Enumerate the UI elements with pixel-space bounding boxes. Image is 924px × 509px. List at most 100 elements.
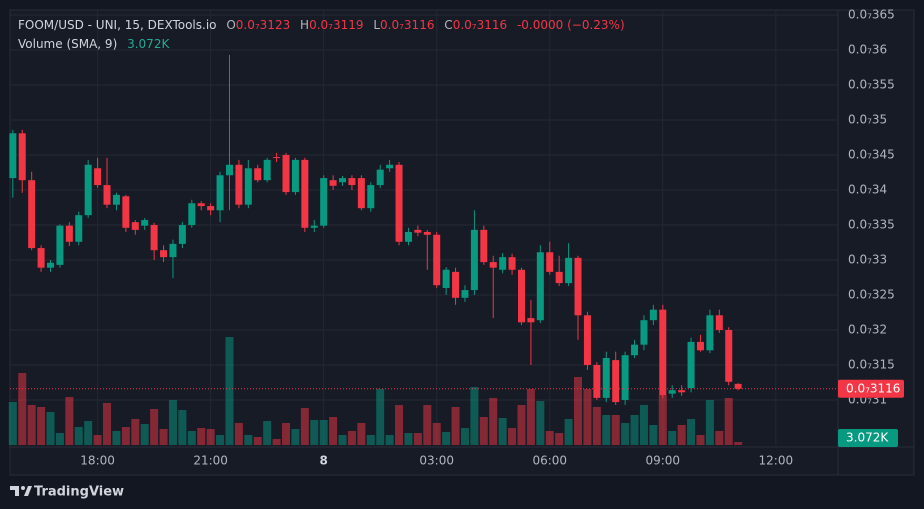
- volume-bar: [291, 429, 300, 445]
- candle-body: [235, 164, 243, 205]
- volume-bar: [715, 431, 724, 445]
- logo-shape: [24, 486, 32, 496]
- candle-body: [414, 229, 422, 233]
- x-tick-label: 8: [319, 454, 327, 468]
- candle-body: [602, 357, 610, 398]
- candle-body: [216, 175, 224, 211]
- candle-body: [404, 231, 412, 242]
- candle-body: [659, 309, 667, 396]
- candle-body: [631, 344, 639, 356]
- symbol: FOOM/USD - UNI, 15, DEXTools.io: [18, 18, 217, 32]
- candle-body: [442, 269, 450, 288]
- volume-sma: 3.072K: [127, 37, 170, 51]
- volume-bar: [696, 435, 705, 445]
- volume-bar: [55, 433, 64, 445]
- volume-bar: [18, 373, 27, 445]
- branding: TradingView: [34, 485, 124, 500]
- volume-bar: [131, 419, 140, 445]
- legend-line: FOOM/USD - UNI, 15, DEXTools.io O0.0₇312…: [18, 18, 625, 32]
- volume-bar: [187, 431, 196, 445]
- volume-bar: [234, 423, 243, 445]
- candle-body: [508, 257, 516, 270]
- candle-body: [725, 329, 733, 382]
- candle-body: [536, 252, 544, 321]
- candle-body: [452, 271, 460, 298]
- volume-bar: [404, 433, 413, 445]
- volume-sma-box: [838, 429, 898, 448]
- candle-body: [357, 178, 365, 209]
- volume-bar: [564, 419, 573, 445]
- candle-body: [527, 318, 535, 323]
- volume-bar: [395, 405, 404, 445]
- candle-body: [640, 320, 648, 345]
- volume-bar: [244, 435, 253, 445]
- candle-body: [706, 315, 714, 351]
- volume-bar: [536, 401, 545, 445]
- volume-legend: Volume (SMA, 9) 3.072K: [18, 37, 170, 51]
- candle-body: [565, 257, 573, 284]
- candle-body: [696, 341, 704, 351]
- volume-bar: [197, 428, 206, 445]
- candle-body: [28, 180, 36, 249]
- volume-bar: [8, 402, 17, 445]
- candle-body: [339, 178, 347, 183]
- logo-shape: [21, 486, 25, 490]
- x-tick-label: 21:00: [193, 454, 228, 468]
- volume-bar: [611, 415, 620, 445]
- volume-bar: [206, 429, 215, 445]
- volume-bar: [385, 435, 394, 445]
- candle-body: [329, 180, 337, 186]
- volume-bar: [526, 389, 535, 445]
- volume-bar: [140, 424, 149, 445]
- volume-sma-label: 3.072K: [846, 431, 889, 445]
- volume-bar: [460, 428, 469, 445]
- volume-bar: [300, 408, 309, 445]
- x-tick-label: 03:00: [419, 454, 454, 468]
- volume-bar: [555, 433, 564, 445]
- x-tick-label: 09:00: [645, 454, 680, 468]
- candle-body: [668, 390, 676, 394]
- candle-body: [141, 220, 149, 226]
- candle-body: [395, 164, 403, 242]
- axes: 0.0₇365 0.0₇36 0.0₇355 0.0₇35 0.0₇345 0.0₇34 0…: [80, 7, 904, 468]
- volume-bar: [347, 431, 356, 445]
- ohlc-key: O: [226, 18, 235, 32]
- volume-bar: [282, 423, 290, 445]
- y-tick-label: 0.0₇34: [848, 182, 887, 196]
- candle-body: [131, 222, 139, 230]
- candle-body: [593, 364, 601, 398]
- volume-bar: [423, 405, 432, 445]
- last-price-box: [838, 379, 904, 398]
- volume-bar: [112, 431, 121, 445]
- candle-body: [197, 203, 205, 207]
- volume-bar: [479, 417, 488, 445]
- candle-body: [574, 257, 582, 316]
- volume-bar: [677, 425, 686, 445]
- volume-bar: [724, 398, 733, 445]
- candle-body: [103, 185, 111, 205]
- marks: [8, 54, 838, 445]
- volume-bar: [366, 435, 375, 445]
- volume-bar: [705, 400, 714, 445]
- ohlc-key: C: [444, 18, 452, 32]
- candle-body: [499, 257, 507, 270]
- volume-bar: [658, 395, 667, 445]
- candle-body: [687, 341, 695, 389]
- ohlc-key: H: [300, 18, 309, 32]
- ohlc-value: 0.0₇3116: [380, 18, 434, 32]
- candle-body: [207, 206, 215, 211]
- y-tick-label: 0.0₇35: [848, 112, 887, 126]
- volume-bar: [357, 423, 366, 445]
- candle-body: [37, 248, 45, 268]
- volume-bar: [376, 389, 385, 445]
- volume-bar: [27, 405, 36, 445]
- y-tick-label: 0.0₇345: [848, 147, 895, 161]
- candle-body: [9, 133, 17, 179]
- volume-bar: [272, 439, 281, 445]
- volume-bar: [103, 403, 112, 445]
- candle-body: [480, 229, 488, 263]
- candle-body: [546, 252, 554, 272]
- candle-body: [386, 164, 394, 169]
- logo-shape: [10, 486, 19, 496]
- candle-body: [715, 315, 723, 330]
